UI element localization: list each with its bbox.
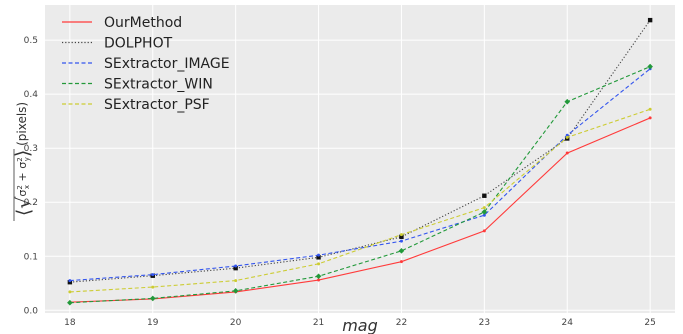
- data-point-sextractor-psf: [483, 206, 486, 209]
- x-tick-label: 22: [396, 318, 407, 328]
- x-tick-label: 20: [230, 318, 242, 328]
- y-tick-label: 0.1: [24, 252, 38, 262]
- data-point-sextractor-image: [151, 273, 154, 276]
- legend-label: SExtractor_WIN: [104, 77, 213, 93]
- x-tick-label: 23: [479, 318, 490, 328]
- x-tick-label: 24: [562, 318, 574, 328]
- data-point-sextractor-psf: [234, 279, 237, 282]
- y-axis-label: ⟨√σ2x + σ2y⟩ (pixels): [12, 102, 35, 221]
- data-point-sextractor-psf: [151, 286, 154, 289]
- data-point-ourmethod: [483, 229, 486, 232]
- data-point-ourmethod: [566, 152, 569, 155]
- data-point-sextractor-image: [400, 240, 403, 243]
- y-tick-label: 0.4: [24, 90, 39, 100]
- data-point-sextractor-psf: [400, 233, 403, 236]
- x-tick-label: 18: [64, 318, 76, 328]
- data-point-sextractor-psf: [317, 262, 320, 265]
- data-point-ourmethod: [649, 116, 652, 119]
- legend-label: SExtractor_IMAGE: [104, 56, 230, 72]
- data-point-sextractor-image: [234, 264, 237, 267]
- data-point-dolphot: [648, 18, 652, 22]
- x-tick-label: 25: [644, 318, 655, 328]
- x-tick-label: 21: [313, 318, 324, 328]
- data-point-sextractor-psf: [649, 108, 652, 111]
- legend-label: DOLPHOT: [104, 36, 173, 52]
- x-tick-label: 19: [147, 318, 159, 328]
- data-point-sextractor-psf: [68, 290, 71, 293]
- svg-text:⟨√σ2x + σ2y⟩ (pixels): ⟨√σ2x + σ2y⟩ (pixels): [12, 102, 35, 216]
- x-axis-label: mag: [342, 316, 378, 334]
- data-point-sextractor-psf: [566, 136, 569, 139]
- y-tick-label: 0.5: [24, 36, 38, 46]
- data-point-ourmethod: [400, 260, 403, 263]
- legend-label: OurMethod: [104, 15, 182, 31]
- y-tick-label: 0.0: [24, 306, 39, 316]
- data-point-sextractor-image: [317, 254, 320, 257]
- data-point-dolphot: [482, 194, 486, 198]
- legend-label: SExtractor_PSF: [104, 97, 210, 113]
- data-point-sextractor-image: [68, 279, 71, 282]
